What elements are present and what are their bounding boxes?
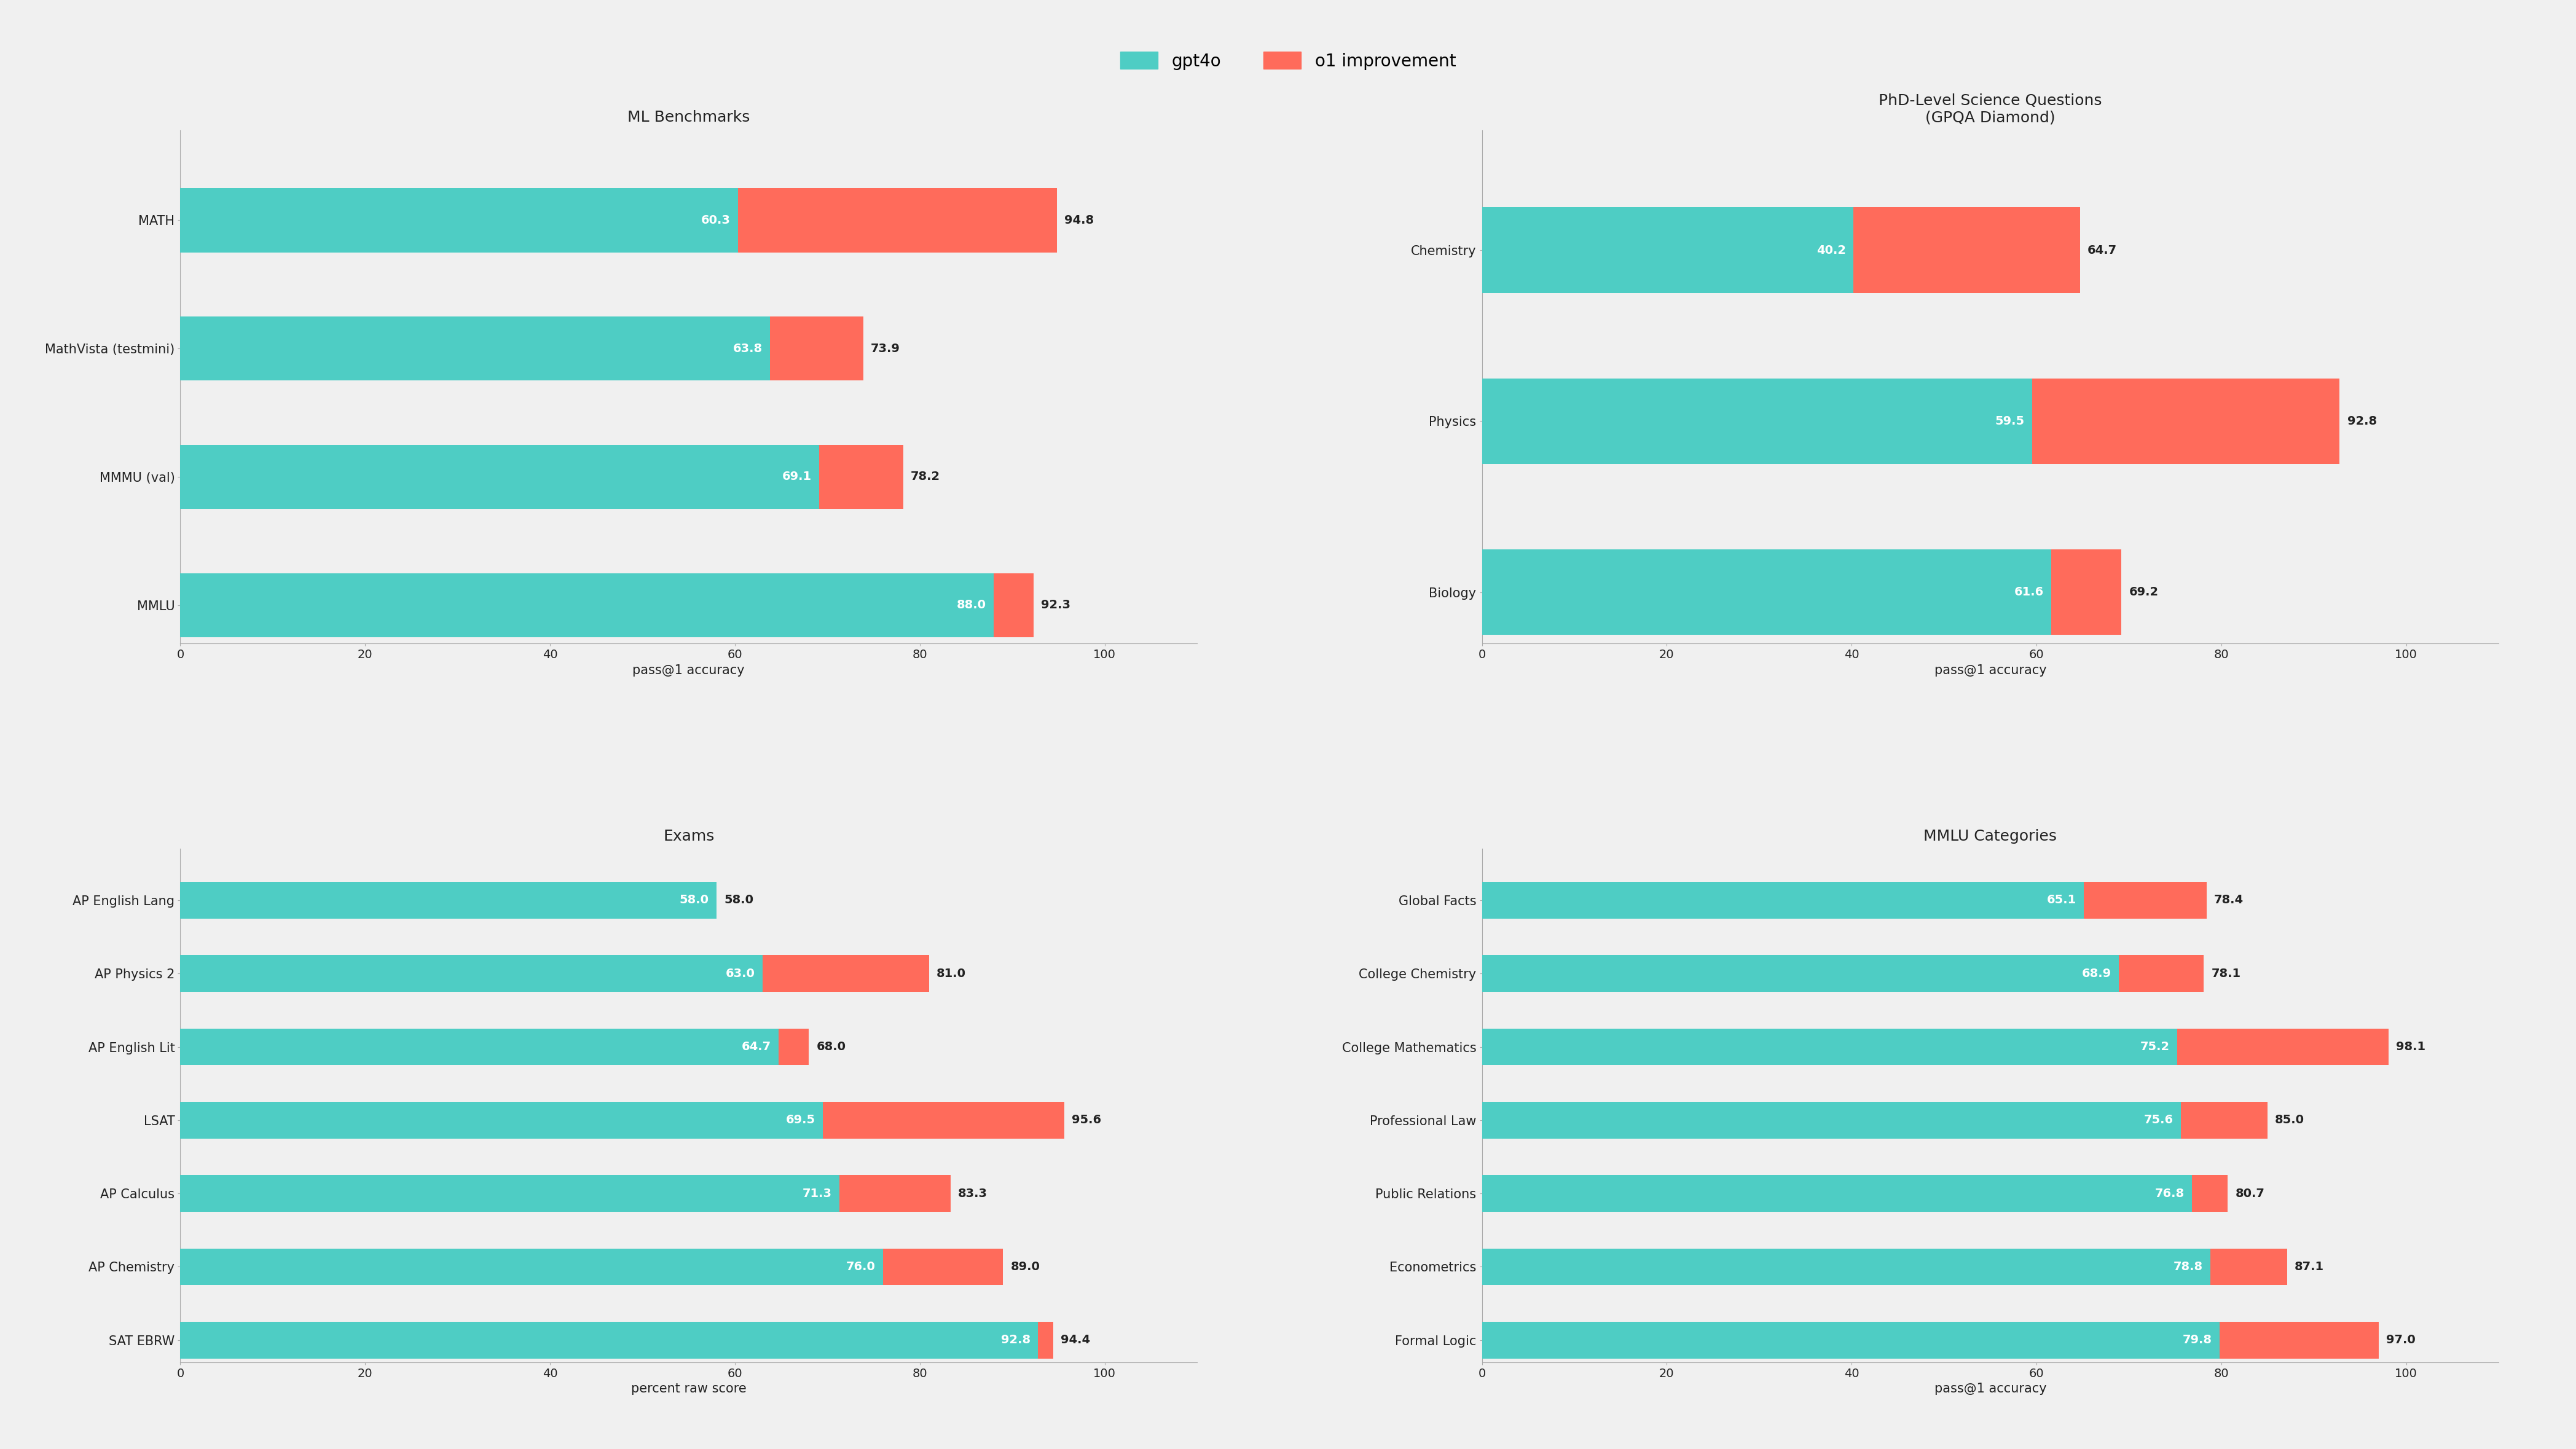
Text: 78.2: 78.2 <box>909 471 940 483</box>
Text: 88.0: 88.0 <box>956 600 987 611</box>
Text: 98.1: 98.1 <box>2396 1040 2427 1052</box>
Bar <box>884 1249 1002 1285</box>
Bar <box>180 955 762 991</box>
Bar <box>2182 1101 2267 1139</box>
Title: Exams: Exams <box>662 829 714 843</box>
Bar <box>1481 1029 2177 1065</box>
Bar <box>1481 207 1855 293</box>
X-axis label: pass@1 accuracy: pass@1 accuracy <box>1935 664 2045 677</box>
Bar <box>2120 955 2205 991</box>
Text: 68.0: 68.0 <box>817 1040 845 1052</box>
Text: 81.0: 81.0 <box>938 968 966 980</box>
Text: 75.2: 75.2 <box>2141 1040 2169 1052</box>
Bar <box>2177 1029 2388 1065</box>
Text: 97.0: 97.0 <box>2385 1335 2416 1346</box>
Text: 78.8: 78.8 <box>2174 1261 2202 1272</box>
Title: ML Benchmarks: ML Benchmarks <box>629 110 750 125</box>
Bar <box>180 1175 840 1211</box>
Text: 69.1: 69.1 <box>783 471 811 483</box>
Legend: gpt4o, o1 improvement: gpt4o, o1 improvement <box>1113 45 1463 77</box>
Bar <box>840 1175 951 1211</box>
Text: 92.8: 92.8 <box>1002 1335 1030 1346</box>
Text: 89.0: 89.0 <box>1010 1261 1041 1272</box>
Text: 73.9: 73.9 <box>871 342 899 355</box>
Text: 94.4: 94.4 <box>1061 1335 1090 1346</box>
Bar <box>180 882 716 919</box>
Text: 61.6: 61.6 <box>2014 587 2043 598</box>
Bar <box>2050 549 2123 635</box>
Bar <box>180 316 770 381</box>
Bar <box>1481 549 2050 635</box>
Text: 64.7: 64.7 <box>742 1040 770 1052</box>
Text: 40.2: 40.2 <box>1816 245 1847 256</box>
Text: 79.8: 79.8 <box>2182 1335 2213 1346</box>
Text: 76.0: 76.0 <box>845 1261 876 1272</box>
X-axis label: pass@1 accuracy: pass@1 accuracy <box>634 664 744 677</box>
Text: 80.7: 80.7 <box>2236 1188 2264 1200</box>
Bar <box>1481 1249 2210 1285</box>
Text: 59.5: 59.5 <box>1994 416 2025 427</box>
Bar <box>1481 1321 2221 1358</box>
Text: 60.3: 60.3 <box>701 214 732 226</box>
Bar <box>2210 1249 2287 1285</box>
Bar <box>1481 882 2084 919</box>
Bar <box>180 445 819 509</box>
Text: 75.6: 75.6 <box>2143 1114 2174 1126</box>
Text: 87.1: 87.1 <box>2295 1261 2324 1272</box>
Bar <box>180 1249 884 1285</box>
Title: MMLU Categories: MMLU Categories <box>1924 829 2058 843</box>
Bar <box>778 1029 809 1065</box>
X-axis label: pass@1 accuracy: pass@1 accuracy <box>1935 1382 2045 1395</box>
Bar <box>994 572 1033 638</box>
Text: 63.8: 63.8 <box>734 342 762 355</box>
Bar <box>1481 1175 2192 1211</box>
Text: 83.3: 83.3 <box>958 1188 987 1200</box>
Bar <box>180 188 737 252</box>
Text: 69.2: 69.2 <box>2128 587 2159 598</box>
Text: 92.8: 92.8 <box>2347 416 2378 427</box>
Bar <box>2221 1321 2378 1358</box>
Bar <box>180 1101 822 1139</box>
Bar <box>2084 882 2208 919</box>
Text: 71.3: 71.3 <box>804 1188 832 1200</box>
Text: 95.6: 95.6 <box>1072 1114 1100 1126</box>
Bar <box>1481 955 2120 991</box>
Text: 58.0: 58.0 <box>724 894 752 906</box>
Bar <box>1481 1101 2182 1139</box>
Text: 85.0: 85.0 <box>2275 1114 2306 1126</box>
Text: 64.7: 64.7 <box>2087 245 2117 256</box>
Text: 78.4: 78.4 <box>2213 894 2244 906</box>
Bar <box>1481 378 2032 464</box>
Bar <box>822 1101 1064 1139</box>
Text: 58.0: 58.0 <box>680 894 708 906</box>
Bar <box>180 1321 1038 1358</box>
Bar <box>1038 1321 1054 1358</box>
Text: 63.0: 63.0 <box>726 968 755 980</box>
Text: 68.9: 68.9 <box>2081 968 2112 980</box>
Text: 65.1: 65.1 <box>2045 894 2076 906</box>
Text: 76.8: 76.8 <box>2156 1188 2184 1200</box>
Bar <box>2032 378 2339 464</box>
Title: PhD-Level Science Questions
(GPQA Diamond): PhD-Level Science Questions (GPQA Diamon… <box>1878 93 2102 125</box>
X-axis label: percent raw score: percent raw score <box>631 1382 747 1395</box>
Bar <box>762 955 930 991</box>
Text: 94.8: 94.8 <box>1064 214 1095 226</box>
Bar <box>2192 1175 2228 1211</box>
Bar <box>770 316 863 381</box>
Bar <box>1855 207 2079 293</box>
Bar <box>737 188 1056 252</box>
Text: 78.1: 78.1 <box>2210 968 2241 980</box>
Bar <box>180 1029 778 1065</box>
Text: 69.5: 69.5 <box>786 1114 817 1126</box>
Bar <box>180 572 994 638</box>
Bar <box>819 445 904 509</box>
Text: 92.3: 92.3 <box>1041 600 1072 611</box>
